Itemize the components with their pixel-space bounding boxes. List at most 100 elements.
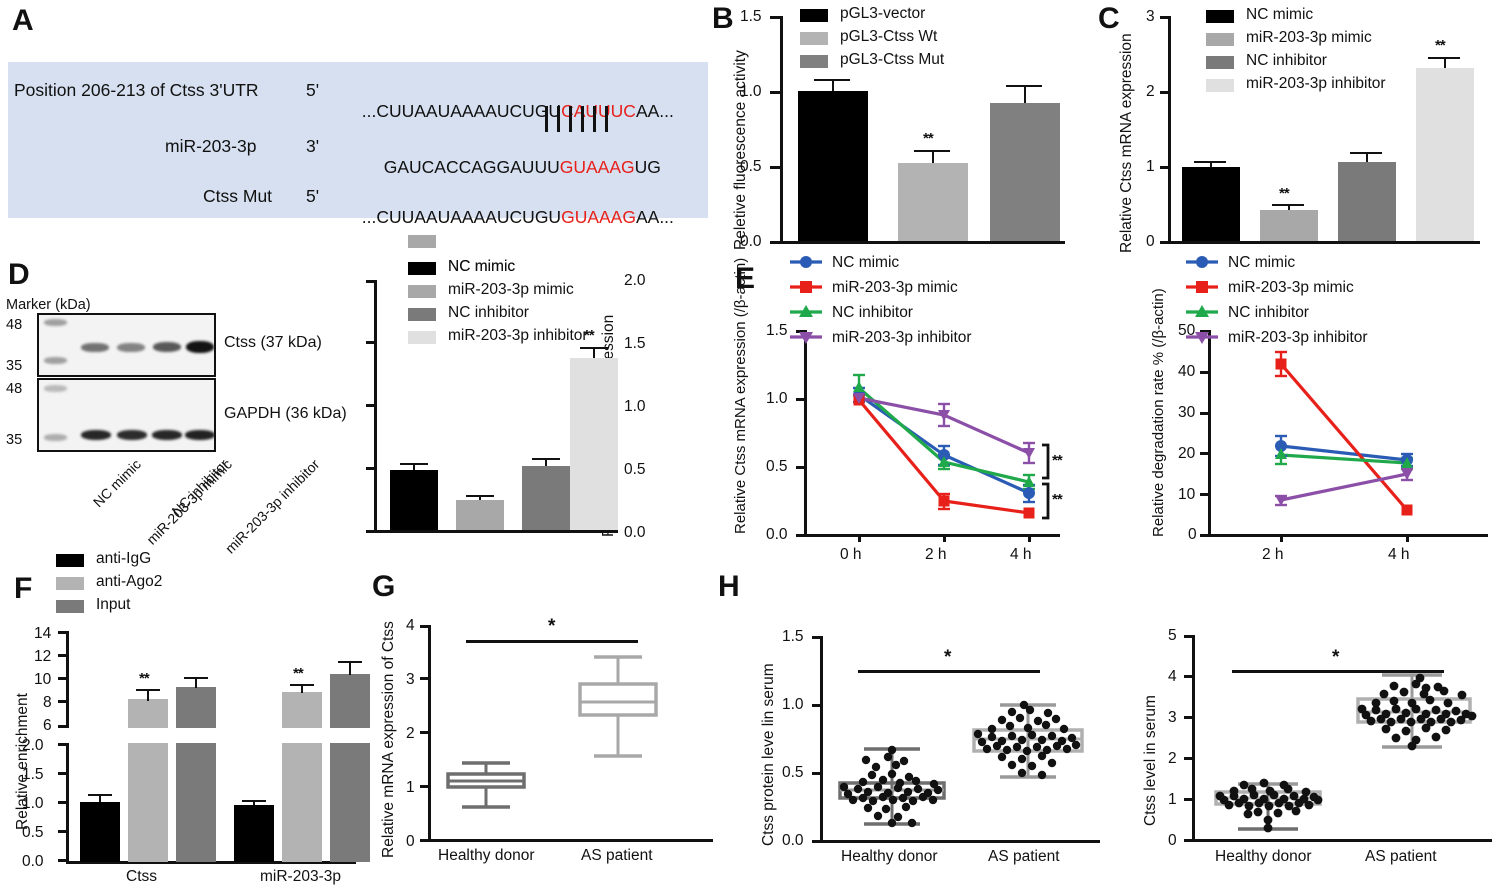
panel-e-right-legend-label-1: miR-203-3p mimic xyxy=(1228,279,1354,296)
panel-b-legend-swatch-0 xyxy=(800,9,828,22)
seq-2-post: AA... xyxy=(635,207,674,227)
panel-e-left-legend-label-3: miR-203-3p inhibitor xyxy=(832,329,972,346)
panel-b-ylabel: Reletive fluorescence activity xyxy=(732,50,749,250)
panel-h-right-ytick-0: 0 xyxy=(1168,832,1177,849)
panel-d-legend-swatch-1 xyxy=(408,235,436,248)
panel-e-right-ytick-3: 30 xyxy=(1178,404,1196,421)
panel-f-legend-swatch-1 xyxy=(56,577,84,590)
panel-h-right-plot xyxy=(1214,673,1477,833)
panel-c-legend-label-1: miR-203-3p mimic xyxy=(1246,29,1372,46)
panel-b-legend-label-1: pGL3-Ctss Wt xyxy=(840,28,938,45)
panel-f-star-ctss: ** xyxy=(139,670,150,687)
seq-row-2-sequence: ...CUUAAUAAAAUCUGUGUAAAGAA... xyxy=(352,186,674,228)
panel-e-right-ytick-4: 40 xyxy=(1178,363,1196,380)
panel-e-right-legend-label-2: NC inhibitor xyxy=(1228,304,1309,321)
panel-d-bar-1 xyxy=(456,500,504,530)
panel-c-legend-label-3: miR-203-3p inhibitor xyxy=(1246,75,1386,92)
panel-a-label: A xyxy=(12,4,34,37)
panel-g-ytick-2: 2 xyxy=(406,725,415,742)
panel-c-bar-2 xyxy=(1338,162,1396,241)
panel-h-left-plot xyxy=(838,700,1084,828)
panel-c-label: C xyxy=(1098,2,1120,35)
panel-e-left-legend-label-0: NC mimic xyxy=(832,254,900,271)
panel-h-left-xcat-1: AS patient xyxy=(988,848,1060,865)
ctss-band-lane-3 xyxy=(186,341,214,353)
seq-0-pre: ...CUUAAUAAAAUCUGU xyxy=(361,101,562,121)
panel-f-ytick-up-2: 10 xyxy=(34,671,52,688)
panel-f-ytick-lo-1: 0.5 xyxy=(22,824,44,841)
panel-d-legend-label-0: NC mimic xyxy=(448,258,516,275)
panel-h-left-ytick-3: 1.5 xyxy=(782,628,804,645)
panel-e-label: E xyxy=(735,262,756,295)
blot-lane-label-3: miR-203-3p inhibitor xyxy=(221,456,323,557)
panel-e-left-ytick-2: 1.0 xyxy=(766,390,788,407)
panel-e-right-ytick-5: 50 xyxy=(1178,322,1196,339)
panel-f-bar-ctss-input-lower xyxy=(176,743,216,862)
gapdh-band-lane-0 xyxy=(81,430,111,440)
panel-d-legend-swatch-d xyxy=(408,331,436,344)
panel-g-chart: Relative mRNA expression of Ctss 0 1 2 3… xyxy=(366,568,716,864)
panel-e-left-xtick-2: 4 h xyxy=(1010,546,1032,563)
panel-b-ytick-0: 0.0 xyxy=(740,233,762,250)
panel-f-bar-mir-input-upper xyxy=(330,674,370,728)
panel-g-ytick-3: 3 xyxy=(406,671,415,688)
panel-h-left-ytick-0: 0.0 xyxy=(782,832,804,849)
seq-0-post: AA... xyxy=(635,101,674,121)
panel-e-left-yaxis xyxy=(804,330,807,536)
panel-d-ytick-1: 0.5 xyxy=(624,461,646,478)
panel-f-legend-swatch-2 xyxy=(56,600,84,613)
blot-lane-label-0: NC mimic xyxy=(89,456,144,511)
panel-f-ytick-lo-2: 1.0 xyxy=(22,795,44,812)
panel-e-right-legend-label-3: miR-203-3p inhibitor xyxy=(1228,329,1368,346)
panel-d-ytick-4: 2.0 xyxy=(624,272,646,289)
panel-e-right-ytick-2: 20 xyxy=(1178,445,1196,462)
panel-f-legend-label-1: anti-Ago2 xyxy=(96,573,163,590)
panel-e-right-xaxis xyxy=(1208,534,1488,537)
panel-c-star-1: ** xyxy=(1279,185,1290,202)
panel-b-bar-2 xyxy=(990,103,1060,241)
blot-gapdh xyxy=(37,378,216,452)
panel-e-right-lines xyxy=(1275,350,1413,516)
panel-d-star-3: ** xyxy=(584,327,595,344)
panel-f-legend-label-0: anti-IgG xyxy=(96,550,152,567)
panel-e-left-xaxis xyxy=(804,534,1060,537)
panel-f-star-mir: ** xyxy=(293,665,304,682)
panel-f-bar-mir-ago2-upper xyxy=(282,692,322,728)
panel-e-right-legend-label-0: NC mimic xyxy=(1228,254,1296,271)
panel-e-left-star-lower: ** xyxy=(1052,491,1063,508)
panel-e-left-legend-label-2: NC inhibitor xyxy=(832,304,913,321)
panel-e-left-ytick-3: 1.5 xyxy=(766,322,788,339)
panel-d-bar-0 xyxy=(390,470,438,530)
panel-f-label: F xyxy=(14,572,33,605)
panel-b-legend-swatch-1 xyxy=(800,32,828,45)
panel-b-chart: Reletive fluorescence activity 0.0 0.5 1… xyxy=(722,5,1072,260)
panel-f-bar-ctss-ago2-upper xyxy=(128,699,168,728)
panel-b-legend-swatch-2 xyxy=(800,55,828,68)
seq-row-2-end: 5' xyxy=(306,186,320,206)
panel-e-left-ytick-0: 0.0 xyxy=(766,526,788,543)
panel-c-bar-3 xyxy=(1416,68,1474,241)
panel-f-xcat-0: Ctss xyxy=(126,868,157,885)
panel-d-ytick-0: 0.0 xyxy=(624,524,646,541)
panel-c-legend-swatch-1 xyxy=(1206,33,1234,46)
panel-d-ytick-2: 1.0 xyxy=(624,398,646,415)
seq-row-0-name: Position 206-213 of Ctss 3'UTR xyxy=(14,80,259,100)
blot-0-marker-35: 35 xyxy=(6,358,23,374)
gapdh-band-lane-1 xyxy=(117,430,147,440)
panel-d-xaxis xyxy=(374,530,618,533)
panel-f-ytick-lo-3: 1.5 xyxy=(22,766,44,783)
panel-f-bar-mir-ago2-lower xyxy=(282,743,322,862)
panel-d-legend-label-b: miR-203-3p mimic xyxy=(448,281,574,298)
seq-1-post: UG xyxy=(634,157,661,177)
panel-b-ytick-3: 1.5 xyxy=(740,8,762,25)
panel-h-right-xcat-0: Healthy donor xyxy=(1215,848,1312,865)
panel-c-yaxis xyxy=(1168,16,1171,243)
panel-b-star-1: ** xyxy=(923,130,934,147)
panel-h-left-ytick-2: 1.0 xyxy=(782,696,804,713)
panel-c-ylabel: Relative Ctss mRNA expression xyxy=(1118,33,1135,253)
panel-b-yaxis xyxy=(780,16,783,243)
seq-row-1-name: miR-203-3p xyxy=(165,136,257,156)
panel-h-left-chart: Ctss protein leve lin serum 0.0 0.5 1.0 … xyxy=(716,568,1106,865)
panel-c-ytick-3: 3 xyxy=(1146,8,1155,25)
panel-c-ytick-1: 1 xyxy=(1146,158,1155,175)
